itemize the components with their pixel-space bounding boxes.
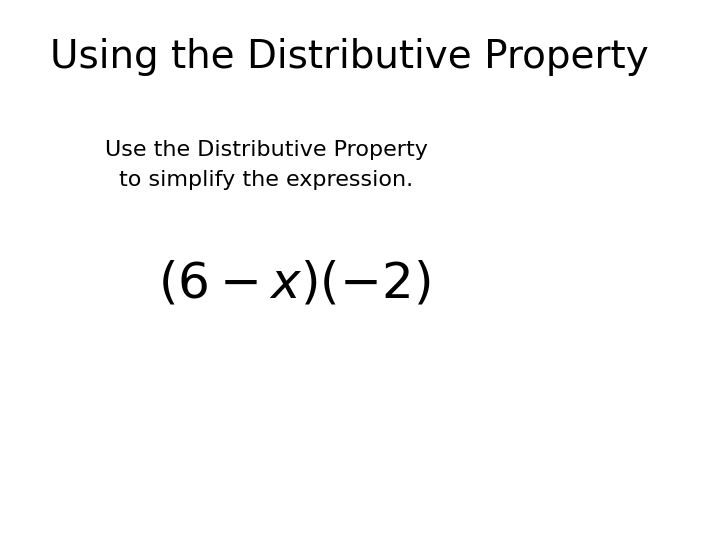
Text: Using the Distributive Property: Using the Distributive Property: [50, 38, 649, 76]
Text: $(6-x)(-2)$: $(6-x)(-2)$: [158, 259, 431, 307]
Text: Use the Distributive Property
to simplify the expression.: Use the Distributive Property to simplif…: [105, 140, 428, 190]
